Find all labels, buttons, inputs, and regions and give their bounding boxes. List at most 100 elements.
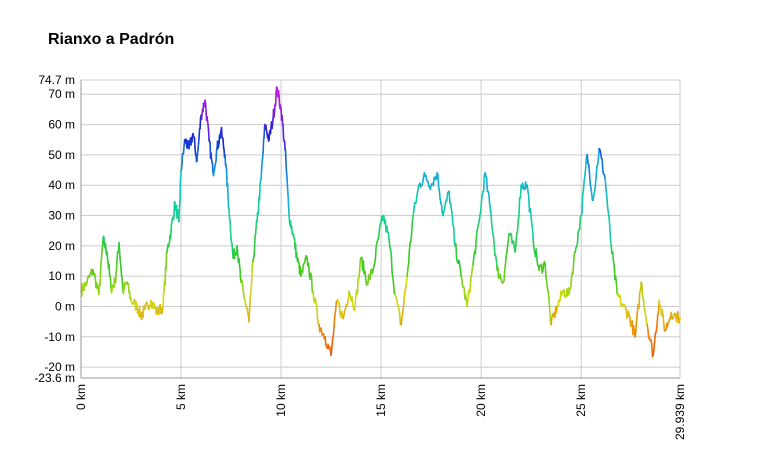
elevation-line-segment	[413, 201, 416, 212]
elevation-point	[86, 281, 88, 284]
elevation-line-segment	[277, 89, 280, 98]
elevation-line-segment	[466, 299, 469, 308]
elevation-point	[366, 281, 368, 284]
elevation-line-segment	[199, 117, 202, 130]
elevation-line-segment	[263, 126, 266, 139]
elevation-point	[562, 290, 564, 293]
elevation-line-segment	[185, 138, 188, 145]
elevation-point	[140, 314, 142, 317]
elevation-line-segment	[547, 290, 550, 301]
elevation-point	[406, 275, 408, 277]
elevation-point	[200, 114, 202, 117]
elevation-point	[228, 208, 230, 211]
elevation-line-segment	[169, 229, 172, 240]
elevation-line-segment	[656, 314, 659, 327]
elevation-line-segment	[472, 255, 475, 265]
x-tick-label: 5 km	[174, 384, 188, 410]
elevation-point	[652, 354, 655, 356]
elevation-line-segment	[273, 110, 276, 118]
elevation-point	[508, 232, 510, 235]
elevation-line-segment	[437, 173, 440, 188]
elevation-line-segment	[285, 171, 288, 180]
elevation-line-segment	[81, 283, 85, 292]
elevation-line-segment	[596, 157, 600, 166]
elevation-line-segment	[260, 162, 263, 172]
elevation-line-segment	[103, 237, 106, 247]
elevation-line-segment	[635, 310, 639, 320]
elevation-point	[306, 257, 308, 259]
elevation-line-segment	[389, 249, 393, 258]
elevation-line-segment	[219, 132, 222, 140]
elevation-line-segment	[330, 347, 333, 356]
elevation-point	[336, 299, 338, 302]
elevation-line-segment	[455, 242, 458, 260]
elevation-line-segment	[106, 251, 109, 260]
elevation-line-segment	[395, 297, 399, 305]
elevation-line-segment	[451, 212, 454, 226]
elevation-line-segment	[531, 226, 534, 241]
elevation-point	[318, 323, 320, 326]
elevation-point	[98, 293, 100, 296]
x-tick-label: 0 km	[74, 384, 88, 410]
elevation-line-segment	[100, 250, 103, 259]
elevation-line-segment	[438, 190, 441, 200]
elevation-line-segment	[402, 299, 405, 309]
elevation-point	[264, 123, 266, 126]
elevation-point	[502, 281, 504, 284]
elevation-line-segment	[118, 249, 121, 259]
elevation-line-segment	[101, 244, 104, 253]
elevation-line-segment	[491, 225, 494, 234]
elevation-line-segment	[257, 208, 260, 216]
elevation-line-segment	[183, 139, 186, 147]
elevation-point	[412, 214, 414, 217]
elevation-line-segment	[595, 165, 598, 178]
elevation-point	[170, 229, 172, 232]
y-tick-label: 74.7 m	[38, 73, 75, 87]
elevation-point	[208, 138, 210, 141]
elevation-line-segment	[284, 150, 287, 166]
elevation-point	[342, 317, 344, 320]
elevation-line-segment	[586, 154, 589, 165]
elevation-point	[220, 129, 222, 132]
elevation-line-segment	[398, 312, 402, 326]
elevation-line-segment	[527, 189, 530, 197]
y-tick-label: -23.6 m	[34, 371, 75, 385]
elevation-point	[544, 263, 546, 265]
elevation-line-segment	[512, 240, 516, 249]
elevation-line-segment	[478, 213, 481, 223]
elevation-point	[174, 202, 176, 205]
elevation-line-segment	[220, 126, 223, 139]
elevation-line-segment	[215, 149, 218, 162]
elevation-line-segment	[662, 313, 665, 324]
elevation-line-segment	[516, 220, 519, 234]
elevation-point	[622, 305, 624, 308]
elevation-line-segment	[343, 310, 346, 317]
elevation-line-segment	[295, 251, 298, 259]
elevation-line-segment	[581, 189, 585, 197]
elevation-line-segment	[448, 190, 451, 204]
elevation-line-segment	[548, 307, 552, 323]
elevation-line-segment	[278, 95, 281, 107]
elevation-line-segment	[415, 194, 418, 204]
elevation-point	[324, 335, 326, 338]
elevation-line-segment	[248, 308, 251, 323]
elevation-line-segment	[493, 242, 496, 256]
elevation-line-segment	[119, 256, 122, 264]
elevation-line-segment	[254, 227, 257, 235]
elevation-line-segment	[249, 292, 252, 304]
elevation-point	[382, 214, 384, 217]
elevation-line-segment	[437, 185, 441, 193]
elevation-line-segment	[517, 215, 520, 222]
elevation-line-segment	[401, 312, 404, 319]
elevation-line-segment	[582, 179, 585, 191]
elevation-line-segment	[286, 187, 289, 197]
elevation-point	[490, 214, 492, 217]
elevation-line-segment	[269, 126, 272, 135]
elevation-line-segment	[236, 250, 239, 261]
elevation-point	[580, 214, 582, 217]
elevation-line-segment	[101, 238, 104, 247]
elevation-line-segment	[464, 294, 468, 302]
elevation-line-segment	[290, 225, 293, 233]
elevation-line-segment	[200, 113, 203, 121]
